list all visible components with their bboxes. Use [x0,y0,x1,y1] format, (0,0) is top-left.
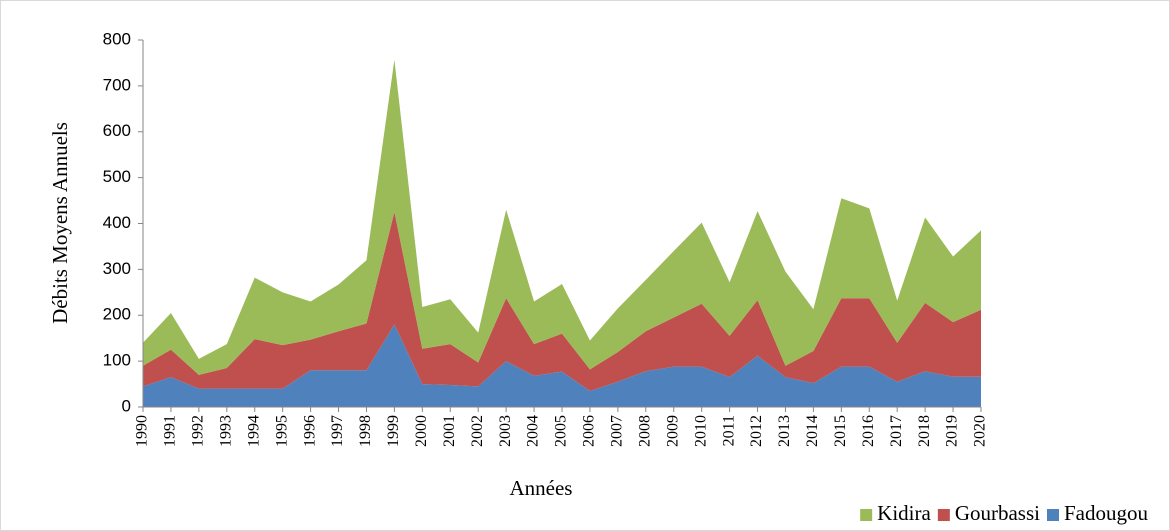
x-tick-label: 1995 [273,415,290,447]
x-tick-label: 2007 [609,415,626,447]
y-tick-label: 100 [103,351,131,370]
x-tick-label: 2011 [720,415,737,446]
y-tick-label: 500 [103,167,131,186]
x-tick-label: 2003 [497,415,514,447]
legend-label: Kidira [877,501,931,525]
x-tick-label: 2001 [441,415,458,447]
x-tick-label: 2006 [581,415,598,447]
x-tick-label: 1996 [301,415,318,447]
x-tick-label: 2002 [469,415,486,447]
legend-label: Fadougou [1064,501,1149,525]
y-axis-title: Débits Moyens Annuels [48,122,72,324]
legend-swatch [1047,509,1059,521]
y-tick-label: 800 [103,29,131,48]
y-tick-label: 600 [103,121,131,140]
x-tick-label: 2009 [664,415,681,447]
x-tick-label: 2016 [860,415,877,447]
x-tick-label: 1992 [190,415,207,447]
x-tick-label: 2000 [413,415,430,447]
x-tick-label: 1998 [357,415,374,447]
y-tick-label: 400 [103,213,131,232]
area [143,59,981,375]
x-tick-label: 2015 [832,415,849,447]
x-tick-label: 2019 [944,415,961,447]
area [143,212,981,391]
x-tick-label: 2012 [748,415,765,447]
x-tick-label: 1990 [134,415,151,447]
x-tick-label: 2004 [525,415,542,447]
y-tick-label: 200 [103,305,131,324]
x-tick-label: 2017 [888,415,905,447]
x-tick-label: 2010 [692,415,709,447]
x-tick-label: 2008 [636,415,653,447]
area [143,324,981,407]
x-tick-label: 1993 [217,415,234,447]
legend-label: Gourbassi [955,501,1040,525]
x-tick-label: 2014 [804,415,821,447]
y-tick-label: 0 [122,396,131,415]
y-tick-label: 300 [103,259,131,278]
x-tick-label: 2020 [972,415,989,447]
x-tick-label: 1999 [385,415,402,447]
x-axis-title: Années [510,476,573,500]
legend-swatch [937,509,950,521]
y-tick-label: 700 [103,75,131,94]
x-tick-label: 1991 [162,415,179,447]
x-tick-label: 2005 [553,415,570,447]
x-tick-label: 1994 [245,415,262,447]
x-tick-label: 1997 [329,415,346,447]
legend-swatch [860,509,873,521]
x-tick-label: 2018 [916,415,933,447]
x-tick-label: 2013 [776,415,793,447]
